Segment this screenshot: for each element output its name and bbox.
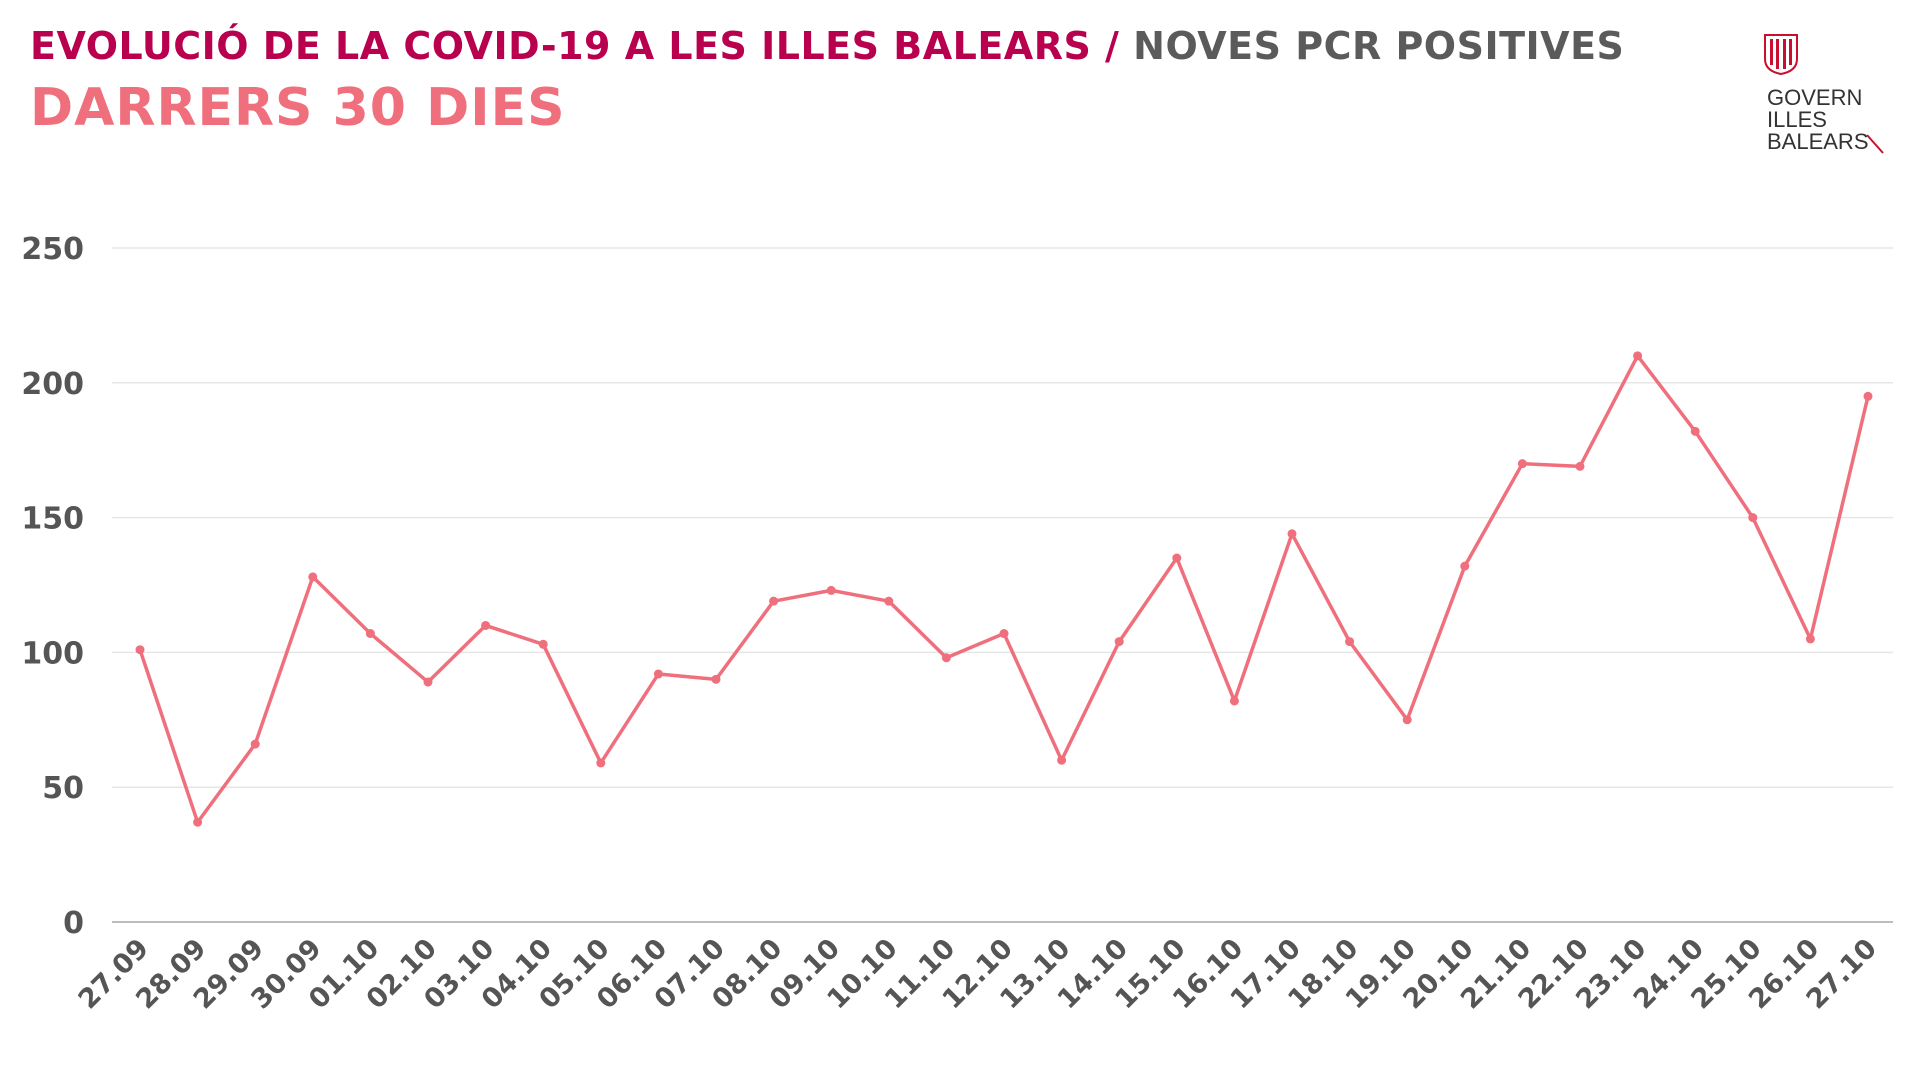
title-separator: / xyxy=(1091,24,1134,68)
chart-header: EVOLUCIÓ DE LA COVID-19 A LES ILLES BALE… xyxy=(30,24,1624,138)
data-point xyxy=(1114,637,1124,647)
data-point xyxy=(1345,637,1355,647)
data-point xyxy=(365,629,375,639)
data-point xyxy=(1172,553,1182,563)
y-tick-label: 250 xyxy=(21,232,84,267)
data-point xyxy=(1517,459,1527,469)
data-point xyxy=(884,596,894,606)
data-point xyxy=(250,739,260,749)
y-tick-label: 200 xyxy=(21,367,84,402)
data-point xyxy=(1575,461,1585,471)
y-tick-label: 150 xyxy=(21,502,84,537)
data-point xyxy=(999,629,1009,639)
data-point xyxy=(941,653,951,663)
data-point xyxy=(1690,426,1700,436)
y-tick-label: 100 xyxy=(21,636,84,671)
data-point xyxy=(1229,696,1239,706)
data-point xyxy=(1460,561,1470,571)
title-sub: NOVES PCR POSITIVES xyxy=(1133,24,1625,68)
logo-line-3: BALEARS xyxy=(1767,129,1869,154)
data-point xyxy=(135,645,145,655)
data-point xyxy=(193,817,203,827)
y-tick-label: 0 xyxy=(63,906,84,941)
data-point xyxy=(1633,351,1643,361)
data-point xyxy=(481,620,491,630)
data-point xyxy=(769,596,779,606)
logo-slash-icon xyxy=(1866,134,1884,154)
data-point xyxy=(1805,634,1815,644)
data-point xyxy=(1057,755,1067,765)
logo-text: GOVERN ILLES BALEARS xyxy=(1767,87,1869,153)
series-line xyxy=(138,354,1870,824)
logo-line-1: GOVERN xyxy=(1767,85,1863,110)
data-point xyxy=(538,639,548,649)
data-point xyxy=(1287,529,1297,539)
y-tick-label: 50 xyxy=(42,771,84,806)
data-point xyxy=(1863,391,1873,401)
data-point xyxy=(711,674,721,684)
govern-illes-balears-logo: GOVERN ILLES BALEARS xyxy=(1763,33,1893,163)
chart-title: EVOLUCIÓ DE LA COVID-19 A LES ILLES BALE… xyxy=(30,24,1624,68)
data-point xyxy=(1748,513,1758,523)
data-point xyxy=(1402,715,1412,725)
title-main: EVOLUCIÓ DE LA COVID-19 A LES ILLES BALE… xyxy=(30,24,1092,68)
data-point xyxy=(826,585,836,595)
data-point xyxy=(423,677,433,687)
data-point xyxy=(653,669,663,679)
chart-subtitle: DARRERS 30 DIES xyxy=(30,78,566,138)
emblem-icon xyxy=(1764,34,1798,75)
logo-line-2: ILLES xyxy=(1767,107,1827,132)
data-point xyxy=(308,572,318,582)
data-point xyxy=(596,758,606,768)
